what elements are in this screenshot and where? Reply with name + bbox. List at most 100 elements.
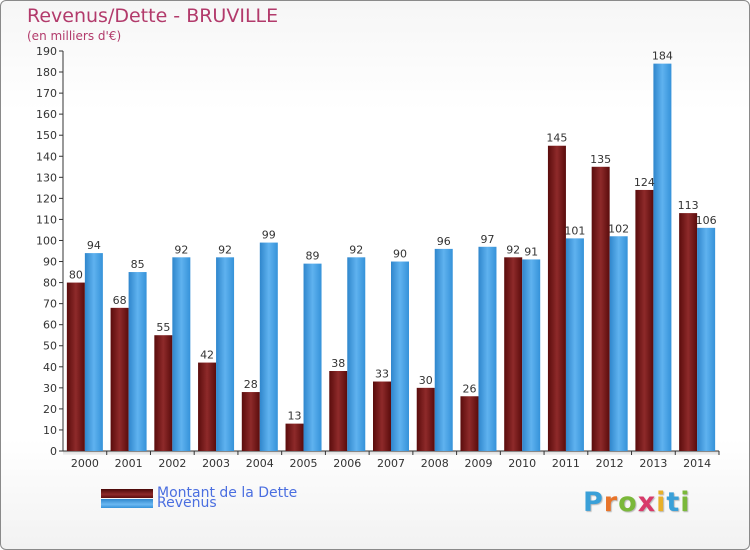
data-label-dette: 145	[546, 132, 567, 145]
bar-dette	[635, 189, 654, 451]
bar-revenus	[128, 272, 147, 451]
bar-revenus	[172, 257, 191, 451]
bar-revenus	[216, 257, 235, 451]
bar-dette	[329, 371, 348, 451]
bar-dette	[416, 387, 435, 451]
x-tick-label: 2013	[639, 457, 667, 470]
bar-revenus	[347, 257, 366, 451]
bar-dette	[679, 213, 698, 451]
logo-letter: i	[656, 487, 667, 518]
data-label-revenus: 101	[564, 224, 585, 237]
x-tick-label: 2012	[596, 457, 624, 470]
y-tick-label: 100	[36, 234, 57, 247]
data-label-dette: 68	[113, 294, 127, 307]
legend-swatch-dette	[101, 489, 153, 498]
bar-dette	[285, 423, 304, 451]
y-tick-label: 60	[43, 319, 57, 332]
logo-letter: i	[680, 487, 691, 518]
chart-data-labels: 80 94 68 85 55 92 42 92 28 99 13 89 38 92 33 90 30 96 26 97…	[69, 50, 717, 423]
y-tick-label: 70	[43, 298, 57, 311]
bar-revenus	[84, 253, 103, 451]
data-label-revenus: 92	[349, 243, 363, 256]
legend-label-dette: Montant de la Dette	[157, 485, 298, 501]
data-label-dette: 55	[156, 321, 170, 334]
y-tick-label: 150	[36, 129, 57, 142]
bar-revenus	[565, 238, 584, 451]
data-label-revenus: 106	[696, 214, 717, 227]
bar-revenus	[434, 248, 453, 451]
bar-dette	[547, 145, 566, 451]
y-tick-label: 110	[36, 213, 57, 226]
bar-dette	[504, 257, 523, 451]
y-tick-label: 130	[36, 171, 57, 184]
x-tick-label: 2006	[333, 457, 361, 470]
bar-dette	[198, 362, 217, 451]
chart-bars	[66, 63, 716, 451]
data-label-dette: 113	[678, 199, 699, 212]
data-label-revenus: 99	[262, 229, 276, 242]
x-tick-label: 2002	[158, 457, 186, 470]
data-label-revenus: 92	[218, 243, 232, 256]
x-tick-label: 2005	[290, 457, 318, 470]
logo-letter: P	[583, 487, 604, 518]
data-label-dette: 33	[375, 368, 389, 381]
y-tick-label: 20	[43, 403, 57, 416]
data-label-dette: 42	[200, 349, 214, 362]
x-tick-label: 2007	[377, 457, 405, 470]
y-tick-label: 80	[43, 277, 57, 290]
y-tick-label: 50	[43, 340, 57, 353]
x-tick-label: 2001	[115, 457, 143, 470]
data-label-dette: 124	[634, 176, 655, 189]
data-label-dette: 135	[590, 153, 611, 166]
bar-revenus	[522, 259, 541, 451]
data-label-revenus: 89	[306, 250, 320, 263]
y-tick-label: 160	[36, 108, 57, 121]
data-label-dette: 30	[419, 374, 433, 387]
bar-revenus	[303, 263, 322, 451]
chart-subtitle: (en milliers d'€)	[27, 29, 122, 43]
logo-letter: x	[637, 487, 657, 518]
data-label-revenus: 102	[608, 222, 629, 235]
x-tick-label: 2009	[464, 457, 492, 470]
logo-letter: t	[666, 487, 681, 518]
data-label-dette: 92	[506, 243, 520, 256]
logo-letter: r	[603, 487, 619, 518]
chart-title: Revenus/Dette - BRUVILLE	[27, 5, 279, 27]
bar-dette	[66, 282, 85, 451]
bar-dette	[460, 396, 479, 451]
y-tick-label: 140	[36, 150, 57, 163]
x-tick-label: 2011	[552, 457, 580, 470]
bar-dette	[591, 166, 610, 451]
plot-base	[63, 451, 719, 455]
data-label-dette: 80	[69, 269, 83, 282]
x-tick-label: 2003	[202, 457, 230, 470]
y-tick-label: 10	[43, 424, 57, 437]
y-tick-label: 0	[50, 445, 57, 458]
data-label-dette: 26	[462, 382, 476, 395]
x-tick-label: 2010	[508, 457, 536, 470]
y-tick-label: 190	[36, 45, 57, 58]
bar-revenus	[609, 236, 628, 451]
data-label-dette: 38	[331, 357, 345, 370]
bar-revenus	[259, 242, 278, 451]
data-label-revenus: 90	[393, 248, 407, 261]
data-label-revenus: 96	[437, 235, 451, 248]
data-label-dette: 13	[288, 410, 302, 423]
x-tick-label: 2008	[421, 457, 449, 470]
y-tick-label: 120	[36, 192, 57, 205]
data-label-revenus: 91	[524, 245, 538, 258]
y-tick-label: 180	[36, 66, 57, 79]
x-tick-label: 2014	[683, 457, 711, 470]
bar-revenus	[697, 227, 716, 451]
bar-revenus	[391, 261, 409, 451]
legend-label-revenus: Revenus	[157, 495, 217, 511]
bar-dette	[241, 392, 260, 451]
data-label-revenus: 184	[652, 50, 673, 63]
x-tick-label: 2004	[246, 457, 274, 470]
bar-dette	[154, 335, 173, 451]
bar-revenus	[478, 246, 497, 451]
bar-revenus	[653, 63, 672, 451]
data-label-revenus: 94	[87, 239, 101, 252]
